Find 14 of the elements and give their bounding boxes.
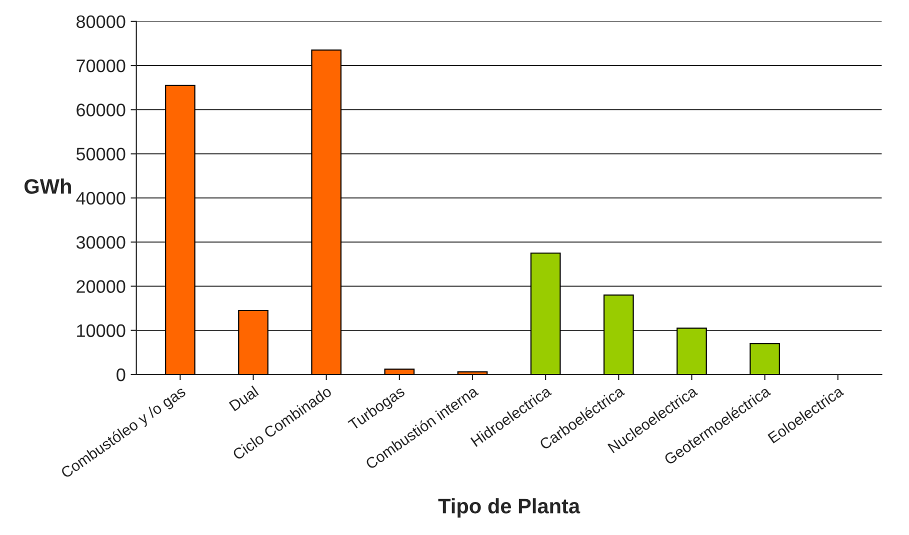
y-tick-label: 40000 (76, 192, 126, 205)
y-tick-label: 80000 (76, 15, 126, 28)
y-tick-label: 60000 (76, 104, 126, 116)
y-tick-label: 70000 (76, 59, 126, 72)
y-tick-label: 20000 (76, 280, 126, 293)
y-tick-label: 10000 (77, 324, 126, 338)
y-tick-label: 50000 (76, 148, 126, 161)
x-axis-title: Tipo de Planta (438, 498, 580, 518)
y-axis-title: GWh (24, 178, 71, 194)
y-tick-label: 0 (116, 368, 126, 382)
bar (384, 368, 415, 374)
y-tick-label: 30000 (76, 236, 126, 249)
bar (457, 371, 488, 374)
bar (750, 343, 780, 374)
